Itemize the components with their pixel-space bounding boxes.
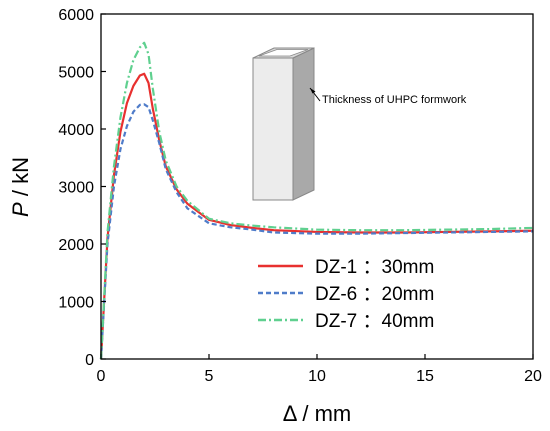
column-hollow-opening <box>258 49 309 57</box>
legend: DZ-1 ：30mm DZ-6 ：20mm DZ-7 ：40mm <box>258 257 434 332</box>
x-tick-label: 10 <box>308 368 326 385</box>
y-tick-label: 5000 <box>58 65 94 82</box>
y-tick-label: 1000 <box>58 295 94 312</box>
y-axis-title: P / kN <box>8 157 33 217</box>
column-front-face <box>252 57 294 201</box>
legend-label-1: DZ-1 ：30mm <box>315 257 434 278</box>
legend-label-3: DZ-7 ：40mm <box>315 311 434 332</box>
column-side-face <box>292 47 315 201</box>
annotation-arrowhead <box>310 88 316 94</box>
y-tick-label: 4000 <box>58 122 94 139</box>
x-tick-label: 20 <box>524 368 542 385</box>
x-axis-title: Δ / mm <box>283 401 351 426</box>
formwork-column-inset: Thickness of UHPC formwork <box>252 47 467 201</box>
series-line-2 <box>99 103 534 360</box>
legend-label-2: DZ-6 ：20mm <box>315 284 434 305</box>
y-tick-label: 3000 <box>58 180 94 197</box>
x-tick-label: 5 <box>205 368 214 385</box>
plot-frame <box>100 13 534 360</box>
y-axis-unit: / kN <box>8 157 33 202</box>
annotation-label: Thickness of UHPC formwork <box>322 94 467 106</box>
series-line-3 <box>99 41 534 360</box>
y-tick-label: 6000 <box>58 7 94 24</box>
x-tick-label: 15 <box>416 368 434 385</box>
plot-area: 0 5 10 15 20 0 1000 2000 3000 4000 5000 6000 <box>58 7 542 385</box>
y-tick-label: 0 <box>85 352 94 369</box>
y-axis-symbol: P <box>8 202 33 217</box>
y-tick-label: 2000 <box>58 237 94 254</box>
x-tick-label: 0 <box>97 368 106 385</box>
